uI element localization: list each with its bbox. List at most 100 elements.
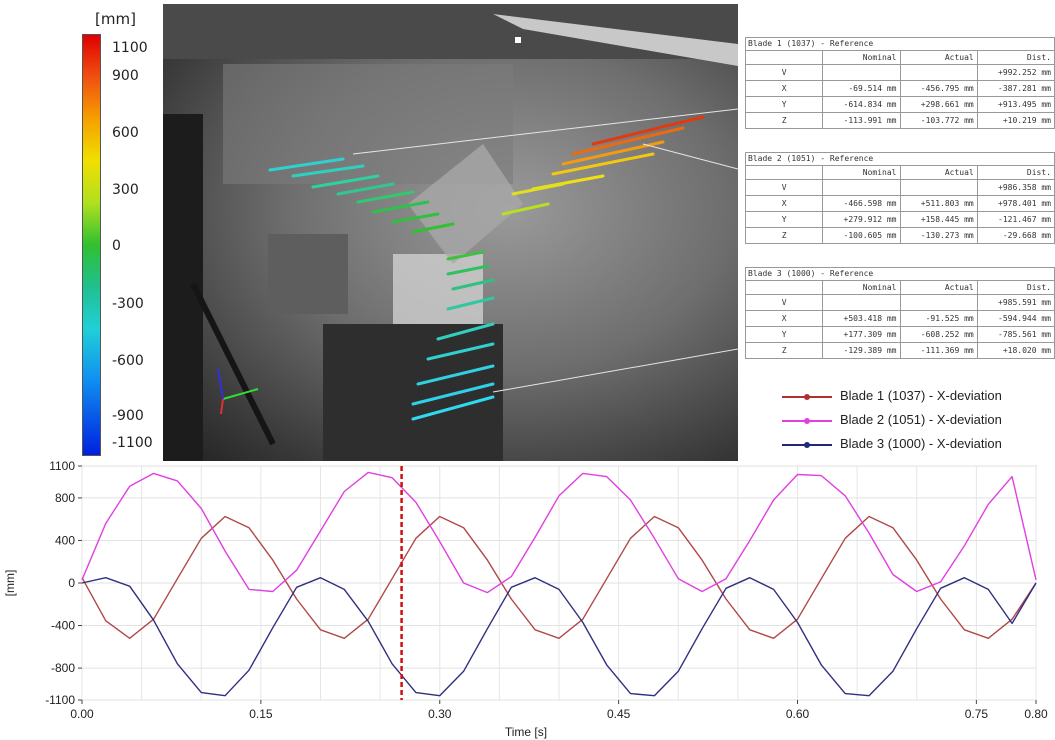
table-cell: V: [744, 294, 824, 311]
y-tick-label: -1100: [45, 693, 75, 707]
table-cell: +18.020 mm: [976, 342, 1055, 359]
table-cell: X: [744, 310, 824, 327]
table-header: [744, 280, 824, 295]
table-cell: -387.281 mm: [976, 80, 1055, 97]
x-tick-label: 0.00: [70, 707, 94, 721]
legend-item: Blade 3 (1000) - X-deviation: [782, 434, 1052, 458]
table-row: Z -100.605 mm -130.273 mm -29.668 mm: [744, 227, 1055, 244]
table-cell: Y: [744, 211, 824, 228]
blade-1-reference-table: Blade 1 (1037) - Reference Nominal Actua…: [744, 37, 1055, 129]
stand-leg: [190, 282, 276, 446]
table-cell: -29.668 mm: [976, 227, 1055, 244]
color-scale-label: 1100: [112, 40, 148, 56]
table-row: Z -129.389 mm -111.369 mm +18.020 mm: [744, 342, 1055, 359]
table-cell: +503.418 mm: [822, 310, 901, 327]
x-tick-label: 0.15: [249, 707, 273, 721]
camera-image: [163, 4, 738, 461]
table-cell: [899, 64, 978, 81]
legend-marker: [804, 418, 810, 424]
y-tick-label: 1100: [49, 460, 75, 473]
legend-marker: [804, 394, 810, 400]
table-cell: +992.252 mm: [976, 64, 1055, 81]
legend-label: Blade 2 (1051) - X-deviation: [840, 412, 1002, 427]
blade-2-vectors: [268, 157, 455, 234]
table-cell: +298.661 mm: [899, 96, 978, 113]
color-scale-label: -600: [112, 353, 144, 369]
table-cell: -594.944 mm: [976, 310, 1055, 327]
table-cell: -113.991 mm: [822, 112, 901, 129]
blade-2-reference-table: Blade 2 (1051) - Reference Nominal Actua…: [744, 152, 1055, 244]
series-line-2: [81, 471, 1037, 594]
x-tick-label: 0.45: [607, 707, 631, 721]
table-cell: V: [744, 179, 824, 196]
table-cell: -91.525 mm: [899, 310, 978, 327]
table-row: X +503.418 mm -91.525 mm -594.944 mm: [744, 310, 1055, 327]
table-cell: -608.252 mm: [899, 326, 978, 343]
table-header: Dist.: [976, 280, 1055, 295]
y-tick-label: 400: [55, 533, 75, 547]
marker-square: [515, 37, 521, 43]
chart-legend: Blade 1 (1037) - X-deviation Blade 2 (10…: [782, 386, 1052, 458]
table-cell: Y: [744, 326, 824, 343]
axis-triad: [217, 368, 259, 415]
table-row: V +985.591 mm: [744, 294, 1055, 311]
x-tick-label: 0.80: [1024, 707, 1048, 721]
table-cell: -614.834 mm: [822, 96, 901, 113]
table-cell: -121.467 mm: [976, 211, 1055, 228]
color-scale-label: 300: [112, 182, 139, 198]
y-tick-label: -800: [51, 661, 75, 675]
table-title: Blade 2 (1051) - Reference: [745, 152, 1055, 165]
table-cell: Y: [744, 96, 824, 113]
cabinet-shape: [268, 234, 348, 314]
table-cell: -466.598 mm: [822, 195, 901, 212]
table-header: Nominal: [822, 50, 901, 65]
blade-3-vectors: [411, 250, 495, 421]
table-cell: +985.591 mm: [976, 294, 1055, 311]
x-tick-label: 0.30: [428, 707, 452, 721]
color-scale-label: 900: [112, 68, 139, 84]
table-cell: [822, 64, 901, 81]
hub-shape: [408, 144, 523, 264]
table-row: Y -614.834 mm +298.661 mm +913.495 mm: [744, 96, 1055, 113]
color-scale-label: -900: [112, 408, 144, 424]
color-scale-unit: [mm]: [95, 10, 136, 28]
table-cell: -69.514 mm: [822, 80, 901, 97]
table-cell: -111.369 mm: [899, 342, 978, 359]
callout-line-1: [352, 108, 738, 155]
table-header: Actual: [899, 280, 978, 295]
color-scale-label: 600: [112, 125, 139, 141]
table-cell: +986.358 mm: [976, 179, 1055, 196]
legend-marker: [804, 442, 810, 448]
callout-line-2: [642, 143, 738, 170]
table-cell: X: [744, 195, 824, 212]
legend-label: Blade 3 (1000) - X-deviation: [840, 436, 1002, 451]
table-header: Actual: [899, 50, 978, 65]
table-header: Actual: [899, 165, 978, 180]
color-scale-label: -300: [112, 296, 144, 312]
legend-label: Blade 1 (1037) - X-deviation: [840, 388, 1002, 403]
chart-grid: [81, 465, 1037, 701]
table-header: [744, 50, 824, 65]
series-line-1: [81, 515, 1037, 639]
table-cell: -130.273 mm: [899, 227, 978, 244]
table-cell: -129.389 mm: [822, 342, 901, 359]
table-header: Nominal: [822, 165, 901, 180]
table-cell: Z: [744, 112, 824, 129]
table-cell: -785.561 mm: [976, 326, 1055, 343]
table-title: Blade 3 (1000) - Reference: [745, 267, 1055, 280]
table-cell: +913.495 mm: [976, 96, 1055, 113]
ceiling-beam: [493, 14, 738, 66]
table-cell: +177.309 mm: [822, 326, 901, 343]
table-cell: +10.219 mm: [976, 112, 1055, 129]
table-row: Y +279.912 mm +158.445 mm -121.467 mm: [744, 211, 1055, 228]
y-tick-label: -400: [51, 619, 75, 633]
blade-3-reference-table: Blade 3 (1000) - Reference Nominal Actua…: [744, 267, 1055, 359]
chart-series: [81, 466, 1037, 700]
table-row: Z -113.991 mm -103.772 mm +10.219 mm: [744, 112, 1055, 129]
table-cell: +978.401 mm: [976, 195, 1055, 212]
x-tick-label: 0.75: [965, 707, 989, 721]
legend-item: Blade 2 (1051) - X-deviation: [782, 410, 1052, 434]
table-cell: +158.445 mm: [899, 211, 978, 228]
